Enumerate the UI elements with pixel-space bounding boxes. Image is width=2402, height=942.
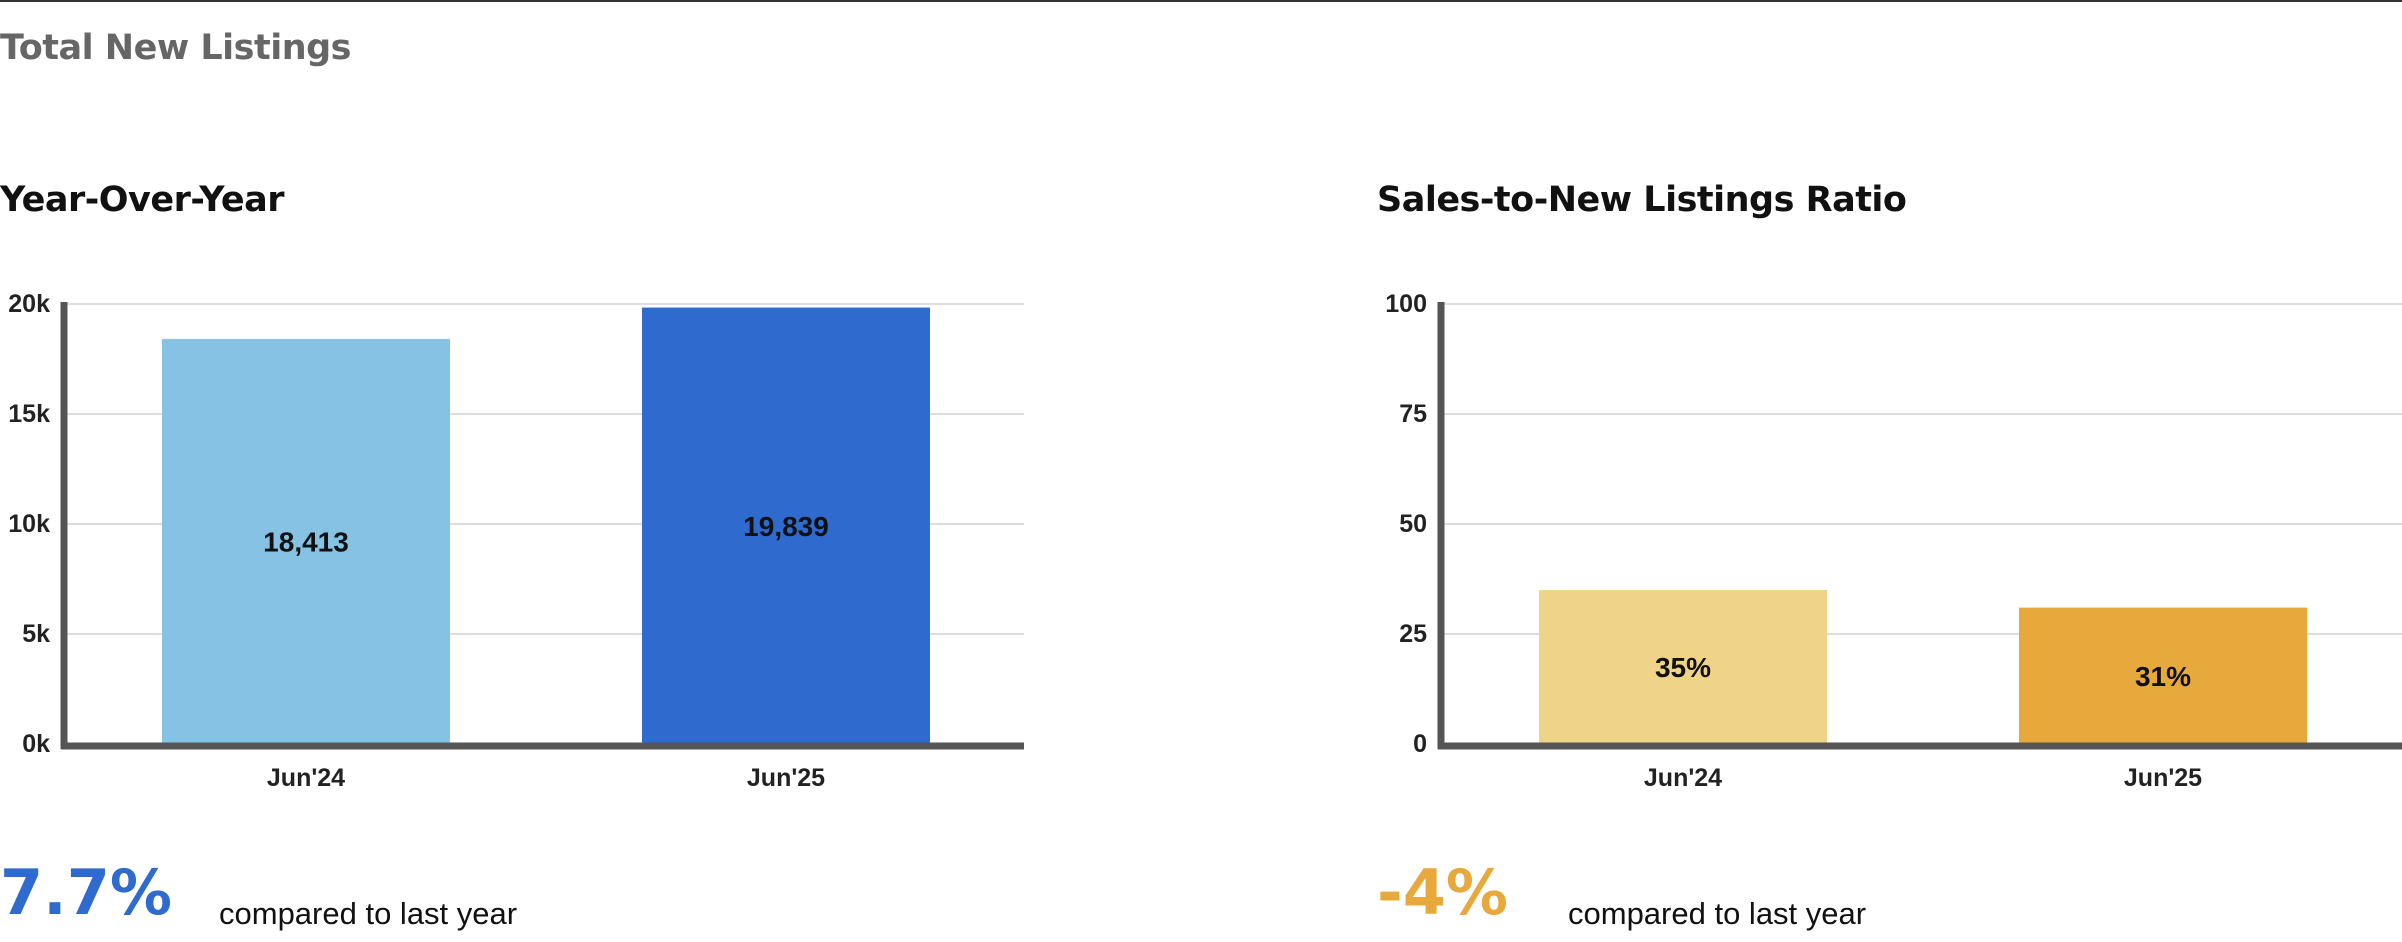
yoy-category-label: Jun'24 [267, 764, 345, 792]
ratio-bar-value-label: 35% [1655, 652, 1711, 683]
yoy-chart-title: Year-Over-Year [0, 180, 284, 220]
ratio-change-percent: -4% [1377, 856, 1508, 929]
yoy-category-label: Jun'25 [747, 764, 825, 792]
ratio-bar-chart: 0 25 50 75 100 35% Jun'24 31% Jun'25 [1385, 290, 2402, 792]
yoy-bar-chart: 0k 5k 10k 15k 20k 18,413 Jun'24 19,839 Jun'25 [8, 290, 1024, 792]
ratio-bar-1 [1539, 590, 1827, 744]
yoy-bar-2 [642, 307, 930, 744]
ratio-ytick-label: 50 [1399, 510, 1427, 538]
ratio-bar-value-label: 31% [2135, 661, 2191, 692]
ratio-bar-2 [2019, 607, 2307, 744]
ratio-category-label: Jun'24 [1644, 764, 1722, 792]
yoy-bar-1 [162, 338, 450, 744]
page-title: Total New Listings [0, 28, 352, 68]
yoy-ytick-label: 10k [8, 510, 50, 538]
yoy-ytick-label: 15k [8, 400, 50, 428]
ratio-ytick-label: 100 [1385, 290, 1427, 318]
yoy-ytick-label: 0k [22, 730, 50, 758]
ratio-ytick-label: 25 [1399, 620, 1427, 648]
yoy-bar-value-label: 18,413 [263, 526, 349, 557]
ratio-change-caption: compared to last year [1568, 896, 1867, 931]
yoy-ytick-label: 20k [8, 290, 50, 318]
yoy-change-percent: 7.7% [0, 856, 172, 929]
ratio-category-label: Jun'25 [2124, 764, 2202, 792]
ratio-chart-title: Sales-to-New Listings Ratio [1377, 180, 1907, 220]
yoy-ytick-label: 5k [22, 620, 50, 648]
ratio-ytick-label: 75 [1399, 400, 1427, 428]
top-divider [0, 0, 2402, 2]
yoy-bar-value-label: 19,839 [743, 511, 829, 542]
ratio-ytick-label: 0 [1413, 730, 1427, 758]
yoy-change-caption: compared to last year [219, 896, 518, 931]
